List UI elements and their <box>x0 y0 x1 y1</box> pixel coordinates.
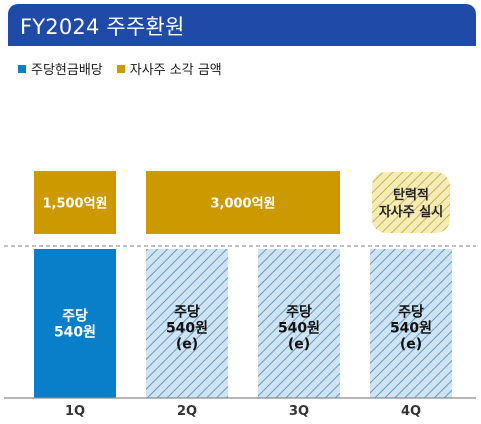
legend-label-dividend: 주당현금배당 <box>31 63 103 78</box>
buyback-label-line: 1,500억원 <box>42 197 107 212</box>
legend-label-buyback: 자사주 소각 금액 <box>129 63 222 78</box>
page-title: FY2024 주주환원 <box>20 15 185 39</box>
legend-swatch-dividend <box>18 64 26 73</box>
dividend-label-line: (e) <box>176 337 198 353</box>
dividend-label-3Q: 주당 540원 (e) <box>278 304 320 353</box>
dividend-label-line: (e) <box>288 337 310 353</box>
chart-legend: 주당현금배당 자사주 소각 금액 <box>18 59 222 78</box>
dividend-bar-3Q <box>258 249 340 398</box>
dividend-label-line: 주당 <box>286 304 312 321</box>
dividend-label-line: 주당 <box>398 304 424 321</box>
buyback-block-2 <box>372 172 450 233</box>
legend-swatch-buyback <box>116 64 125 73</box>
dividend-label-2Q: 주당 540원 (e) <box>166 304 208 353</box>
legend-item-dividend: 주당현금배당 <box>18 59 103 78</box>
dividend-label-1Q: 주당 540원 <box>54 308 96 341</box>
x-tick-label-3Q: 3Q <box>289 404 309 419</box>
buyback-label-0: 1,500억원 <box>42 197 107 212</box>
buyback-label-line: 탄력적 <box>393 187 429 203</box>
dividend-label-4Q: 주당 540원 (e) <box>390 304 432 353</box>
dividend-label-line: 540원 <box>166 321 208 337</box>
buyback-label-2: 탄력적 자사주 실시 <box>379 187 443 220</box>
dividend-label-line: 540원 <box>278 321 320 337</box>
x-tick-label-1Q: 1Q <box>65 404 85 419</box>
dividend-bar-2Q <box>146 249 228 398</box>
buyback-label-1: 3,000억원 <box>210 197 275 212</box>
buyback-block-1 <box>146 171 340 234</box>
dividend-bar-4Q <box>370 249 452 398</box>
dividend-label-line: 주당 <box>62 308 88 325</box>
buyback-label-line: 자사주 실시 <box>379 204 443 220</box>
dividend-label-line: 주당 <box>174 304 200 321</box>
dividend-label-line: (e) <box>400 337 422 353</box>
x-tick-label-4Q: 4Q <box>401 404 421 419</box>
dividend-label-line: 540원 <box>390 321 432 337</box>
title-bar: FY2024 주주환원 <box>8 4 476 46</box>
dividend-bar-1Q <box>34 249 116 398</box>
legend-item-buyback: 자사주 소각 금액 <box>116 59 222 78</box>
buyback-label-line: 3,000억원 <box>210 197 275 212</box>
dividend-label-line: 540원 <box>54 325 96 341</box>
x-tick-label-2Q: 2Q <box>177 404 197 419</box>
buyback-block-0 <box>34 171 116 234</box>
